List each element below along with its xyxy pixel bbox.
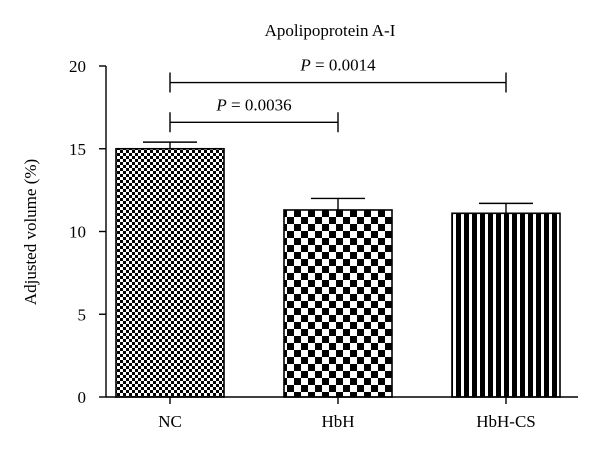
x-tick-label-nc: NC (158, 412, 182, 431)
y-tick-label-0: 0 (78, 388, 87, 407)
chart-title: Apolipoprotein A-I (265, 21, 396, 40)
p-symbol: P (299, 56, 310, 75)
x-tick-label-hbh: HbH (321, 412, 354, 431)
significance-bracket-1 (169, 112, 339, 133)
bar-hbh (283, 209, 393, 398)
p-value: = 0.0036 (227, 95, 292, 114)
y-tick-label-10: 10 (69, 223, 86, 242)
p-symbol: P (215, 95, 226, 114)
y-axis-title: Adjusted volume (%) (21, 159, 40, 305)
x-tick-label-hbh-cs: HbH-CS (476, 412, 536, 431)
bar-hbh-cs (451, 212, 561, 398)
y-tick-label-5: 5 (78, 305, 87, 324)
p-value: = 0.0014 (311, 56, 376, 75)
y-tick-label-20: 20 (69, 57, 86, 76)
significance-bracket-2 (169, 72, 507, 93)
significance-label-1: P = 0.0036 (215, 95, 291, 114)
y-tick-label-15: 15 (69, 140, 86, 159)
significance-label-2: P = 0.0014 (299, 56, 376, 75)
bar-nc (115, 147, 225, 398)
